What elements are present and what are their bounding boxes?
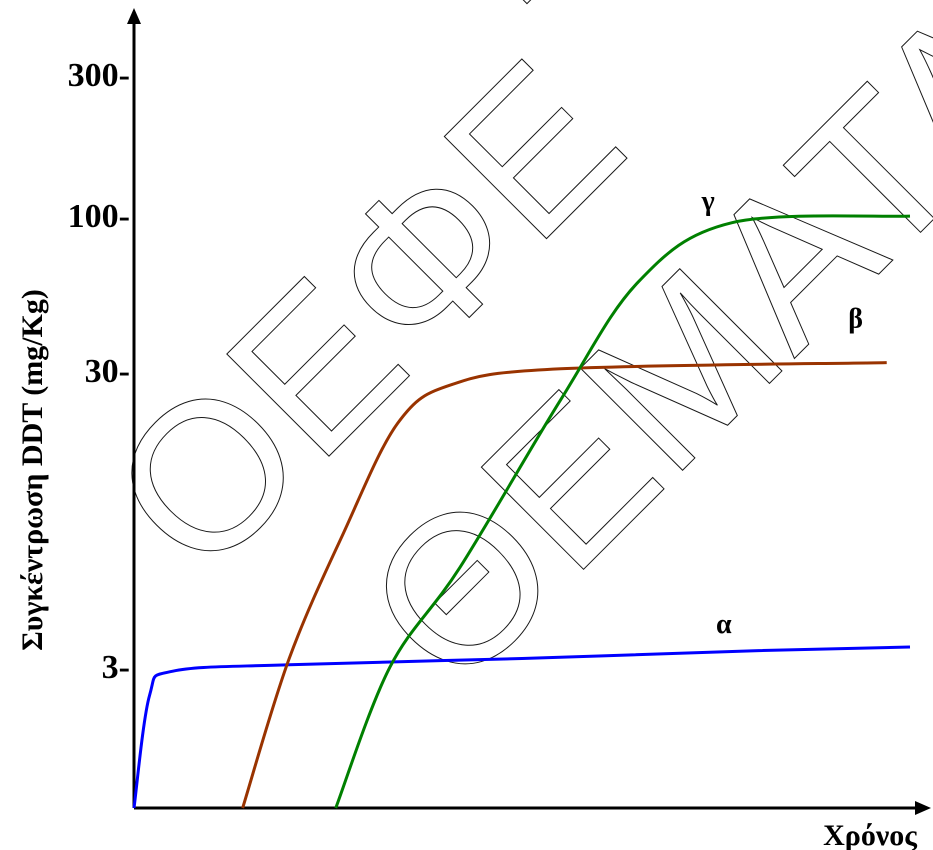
series-line-3	[334, 214, 911, 809]
x-axis-arrow	[915, 801, 931, 815]
y-tick-label-3: 3-	[102, 649, 130, 686]
y-axis-arrow	[127, 8, 141, 24]
series-label-2: β	[848, 304, 863, 335]
y-tick-labels: 3- 30- 100- 300-	[68, 57, 130, 686]
y-axis-title: Συγκέντρωση DDT (mg/Kg)	[16, 289, 49, 651]
series-label-3: γ	[701, 186, 715, 217]
y-tick-label-300: 300-	[68, 57, 130, 94]
watermark-line-3: 20	[385, 0, 716, 43]
y-tick-label-100: 100-	[68, 198, 130, 235]
series-group: α β γ	[132, 186, 911, 809]
watermark: ΟΕΦΕ ΘΕΜΑΤΑ 20	[66, 0, 933, 729]
series-label-1: α	[716, 609, 732, 640]
series-line-1	[132, 645, 911, 809]
series-line-2	[241, 361, 887, 809]
x-axis-title: Χρόνος	[823, 819, 917, 850]
y-tick-label-30: 30-	[85, 353, 130, 390]
